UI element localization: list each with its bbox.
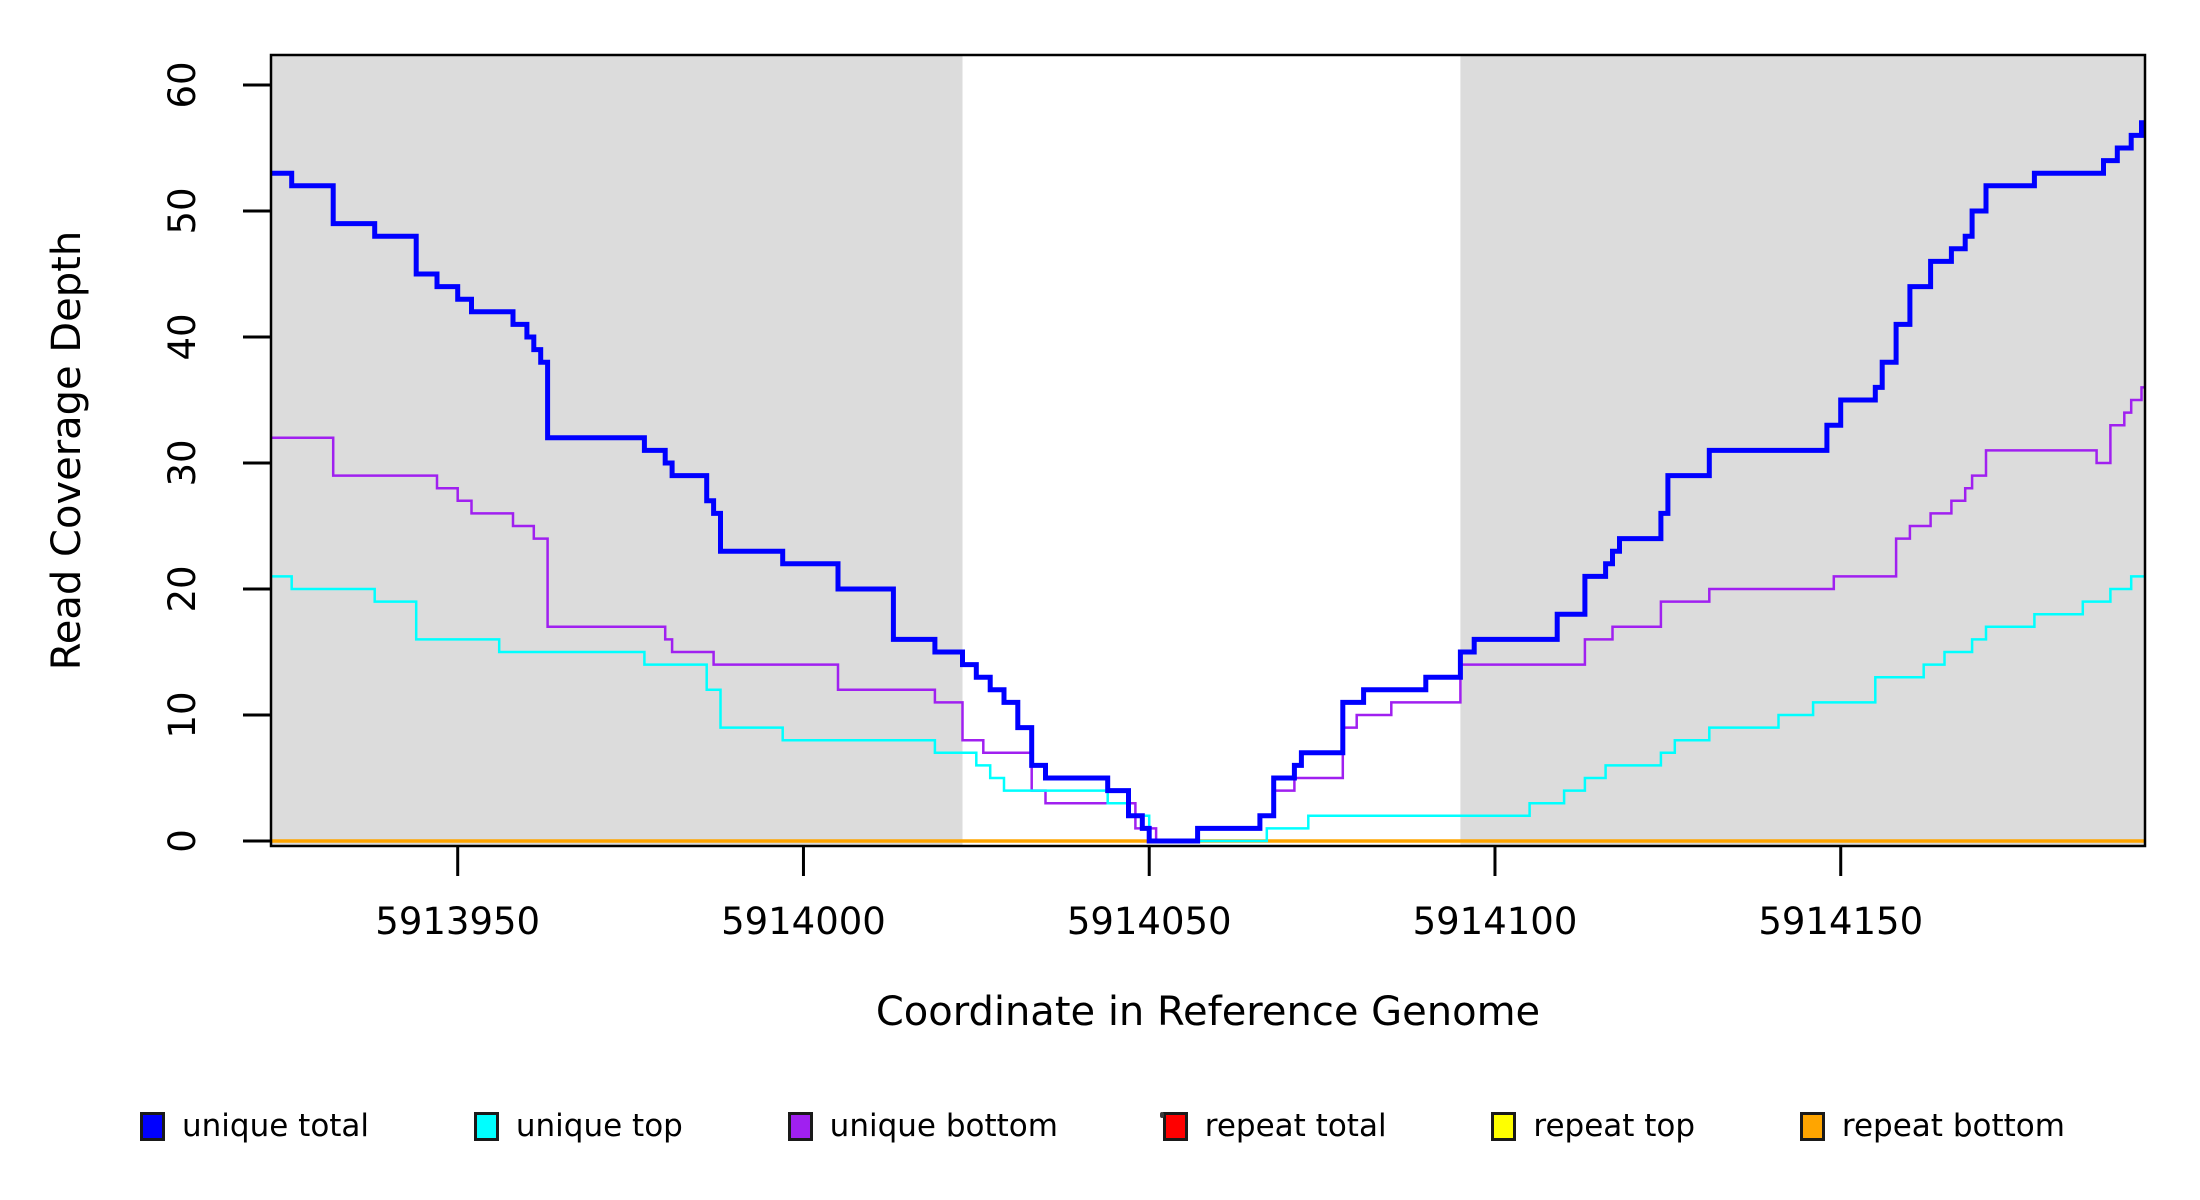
legend-swatch-icon [1162,1111,1188,1141]
legend-label: repeat top [1533,1108,1696,1144]
legend-swatch-icon [787,1111,813,1141]
legend-item: unique top [473,1108,683,1144]
series-line-unique-total [271,120,2145,844]
series-layer [271,120,2145,844]
legend-label: repeat bottom [1841,1108,2065,1144]
x-tick-label: 5914050 [1067,900,1232,943]
legend-swatch-icon [473,1111,499,1141]
plot-border [269,53,2147,848]
series-line-unique-bottom [271,386,2145,843]
y-tick-label: 50 [161,187,204,234]
y-tick-label: 60 [161,61,204,108]
y-axis-title: Read Coverage Depth [44,231,90,670]
series-line-unique-top [271,575,2145,843]
x-tick-label: 5914150 [1758,900,1923,943]
y-tick-label: 10 [161,691,204,738]
y-tick-label: 0 [161,829,204,853]
legend-swatch-icon [1799,1111,1825,1141]
legend-item: unique bottom [787,1108,1058,1144]
legend-swatch-icon [1491,1111,1517,1141]
legend-label: unique total [182,1108,370,1144]
x-axis-title: Coordinate in Reference Genome [876,989,1540,1035]
legend-label: repeat total [1204,1108,1387,1144]
legend-item: repeat total [1162,1108,1387,1144]
x-tick-label: 5914100 [1413,900,1578,943]
y-tick-label: 40 [161,313,204,360]
legend-swatch-icon [140,1111,165,1141]
legend-item: repeat bottom [1799,1108,2065,1144]
x-tick-label: 5913950 [375,900,540,943]
legend-item: unique total [140,1108,369,1144]
y-tick-label: 20 [161,565,204,612]
legend-item: repeat top [1491,1108,1695,1144]
legend-label: unique bottom [829,1108,1058,1144]
legend-label: unique top [515,1108,683,1144]
stray-mark [1160,1112,1164,1118]
chart-legend: unique total unique top unique bottom repea… [140,1108,2065,1144]
shaded-region [271,55,963,846]
y-tick-label: 30 [161,439,204,486]
x-tick-label: 5914000 [721,900,886,943]
